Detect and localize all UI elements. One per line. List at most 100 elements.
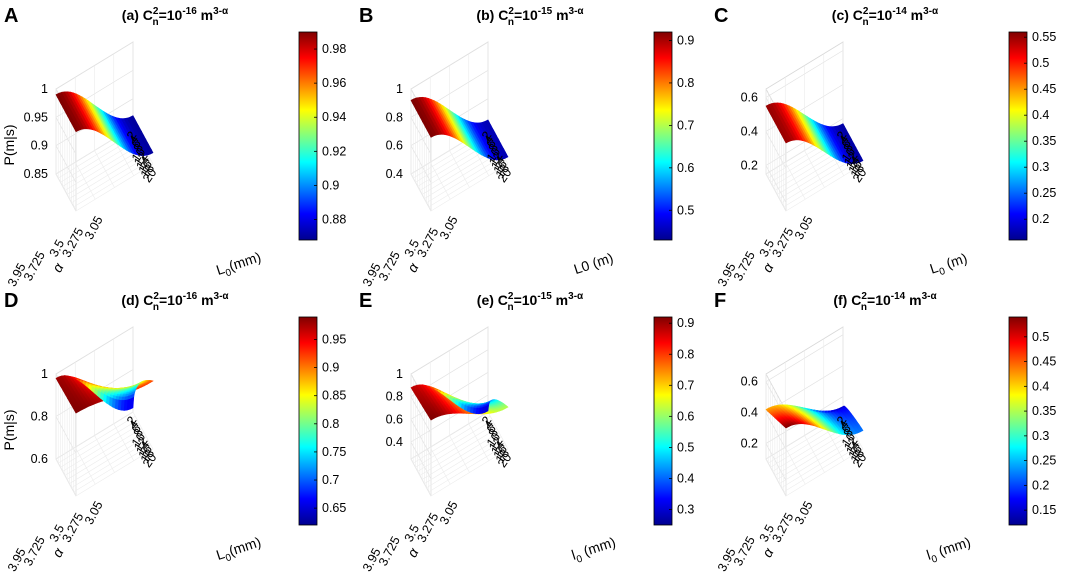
y-gridline [113,338,135,461]
colorbar-tick-label: 0.7 [677,118,694,132]
z-tick-label: 0.4 [741,125,758,139]
x-tick-label: 10 [839,145,858,164]
colorbar-tick-label: 0.8 [677,76,694,90]
x-tick-label: 18 [138,447,157,466]
colorbar-tick-label: 0.25 [1032,186,1056,200]
colorbar-tick-label: 0.95 [322,332,346,346]
z-tick-label: 0.4 [741,406,758,420]
colorbar-tick-label: 0.8 [677,347,694,361]
colorbar-tick-label: 0.75 [322,445,346,459]
panel-label: D [4,290,18,312]
y-gridline [449,350,470,473]
panel-f: F (f) C2 n=10-14 m3-α0.20.40.63.053.2753.5… [714,290,1056,574]
y-gridline [55,374,77,497]
z-tick-label: 1 [396,367,403,381]
colorbar-tick-label: 0.9 [677,316,694,330]
y-axis-label: α [404,259,422,275]
colorbar-tick-label: 0.15 [1032,503,1056,517]
colorbar-tick-label: 0.5 [677,440,694,454]
panel-title: (c) C2 n=10-14 m3-α [832,6,939,28]
y-gridline [94,350,115,473]
x-tick-label: 16 [491,442,510,461]
panel-label: F [714,290,726,312]
panel-title: (f) C2 n=10-14 m3-α [833,291,937,313]
y-axis-label: α [404,544,422,560]
x-tick-label: 12 [841,149,860,168]
panel-title: (b) C2 n=10-15 m3-α [476,6,584,28]
y-axis-label: α [759,544,777,560]
y-gridline [804,65,825,188]
surface [410,384,509,421]
y-tick-label: 3.05 [792,214,816,242]
x-tick-label: 12 [131,434,150,453]
y-gridline [410,89,432,212]
colorbar-tick-label: 0.85 [322,389,346,403]
panel-d: D (d) C2 n=10-16 m3-α0.60.81P(m|s)3.053.27… [1,290,346,574]
x-tick-label: 16 [846,442,865,461]
z-tick-label: 0.2 [741,159,758,173]
panel-title: (d) C2 n=10-16 m3-α [121,291,229,313]
x-tick-label: 10 [129,430,148,449]
panel-label: A [4,5,18,27]
colorbar-tick-label: 0.94 [322,110,346,124]
z-tick-label: 0.85 [24,167,48,181]
panel-title: (e) C2 n=10-15 m3-α [477,291,584,313]
colorbar-tick-label: 0.98 [322,42,346,56]
colorbar-tick-label: 0.5 [1032,56,1049,70]
z-axis-label: P(m|s) [1,125,17,166]
z-tick-label: 0.8 [386,390,403,404]
surface [410,96,509,161]
z-tick-label: 0.2 [741,437,758,451]
colorbar [298,316,318,526]
z-tick-label: 0.6 [741,91,758,105]
z-tick-label: 0.95 [24,110,48,124]
x-tick-label: 20 [140,451,159,470]
panel-label: E [359,290,372,312]
x-tick-label: 16 [491,157,510,176]
panel-a: A (a) C2 n=10-16 m3-α 0.85 0.9 0.95 1 P(m|s) 3.0… [1,5,346,289]
colorbar-tick-label: 0.6 [677,409,694,423]
x-tick-label: 18 [848,162,867,181]
colorbar-tick-label: 0.35 [1032,134,1056,148]
y-gridline [132,327,154,450]
y-gridline [765,374,787,497]
colorbar-tick-label: 0.3 [677,502,694,516]
y-tick-label: 3.05 [82,214,106,242]
x-tick-label: 20 [850,451,869,470]
colorbar-tick-label: 0.25 [1032,454,1056,468]
x-tick-label: 16 [136,157,155,176]
x-tick-label: 10 [839,430,858,449]
x-tick-label: 14 [843,153,862,172]
x-axis-label: L0 (m) [928,250,971,281]
colorbar-tick-label: 0.6 [677,161,694,175]
colorbar [1008,31,1028,241]
colorbar [298,31,318,241]
z-tick-label: 0.6 [386,412,403,426]
colorbar-tick-label: 0.7 [322,473,339,487]
z-tick-label: 0.9 [31,139,48,153]
z-tick-label: 0.6 [31,452,48,466]
y-axis-label: α [49,259,67,275]
panel-c: C (c) C2 n=10-14 m3-α0.20.40.63.053.2753.5… [714,5,1056,289]
z-tick-label: 1 [41,367,48,381]
panel-label: B [359,5,373,27]
x-tick-label: 14 [133,153,152,172]
surface [765,102,864,165]
y-gridline [429,362,451,485]
colorbar-tick-label: 0.45 [1032,82,1056,96]
z-axis-label: P(m|s) [1,410,17,451]
z-tick-label: 0.8 [386,110,403,124]
x-tick-label: 10 [484,430,503,449]
y-tick-label: 3.05 [437,499,461,527]
y-gridline [449,65,470,188]
colorbar-tick-label: 0.8 [322,417,339,431]
x-tick-label: 14 [133,438,152,457]
y-gridline [765,89,787,212]
x-tick-label: 10 [129,145,148,164]
z-tick-label: 0.8 [31,410,48,424]
colorbar-tick-label: 0.7 [677,378,694,392]
x-axis-label: L0(mm) [214,534,264,567]
x-tick-label: 14 [488,438,507,457]
x-axis-label: L0(mm) [214,249,264,282]
z-tick-label: 1 [396,82,403,96]
